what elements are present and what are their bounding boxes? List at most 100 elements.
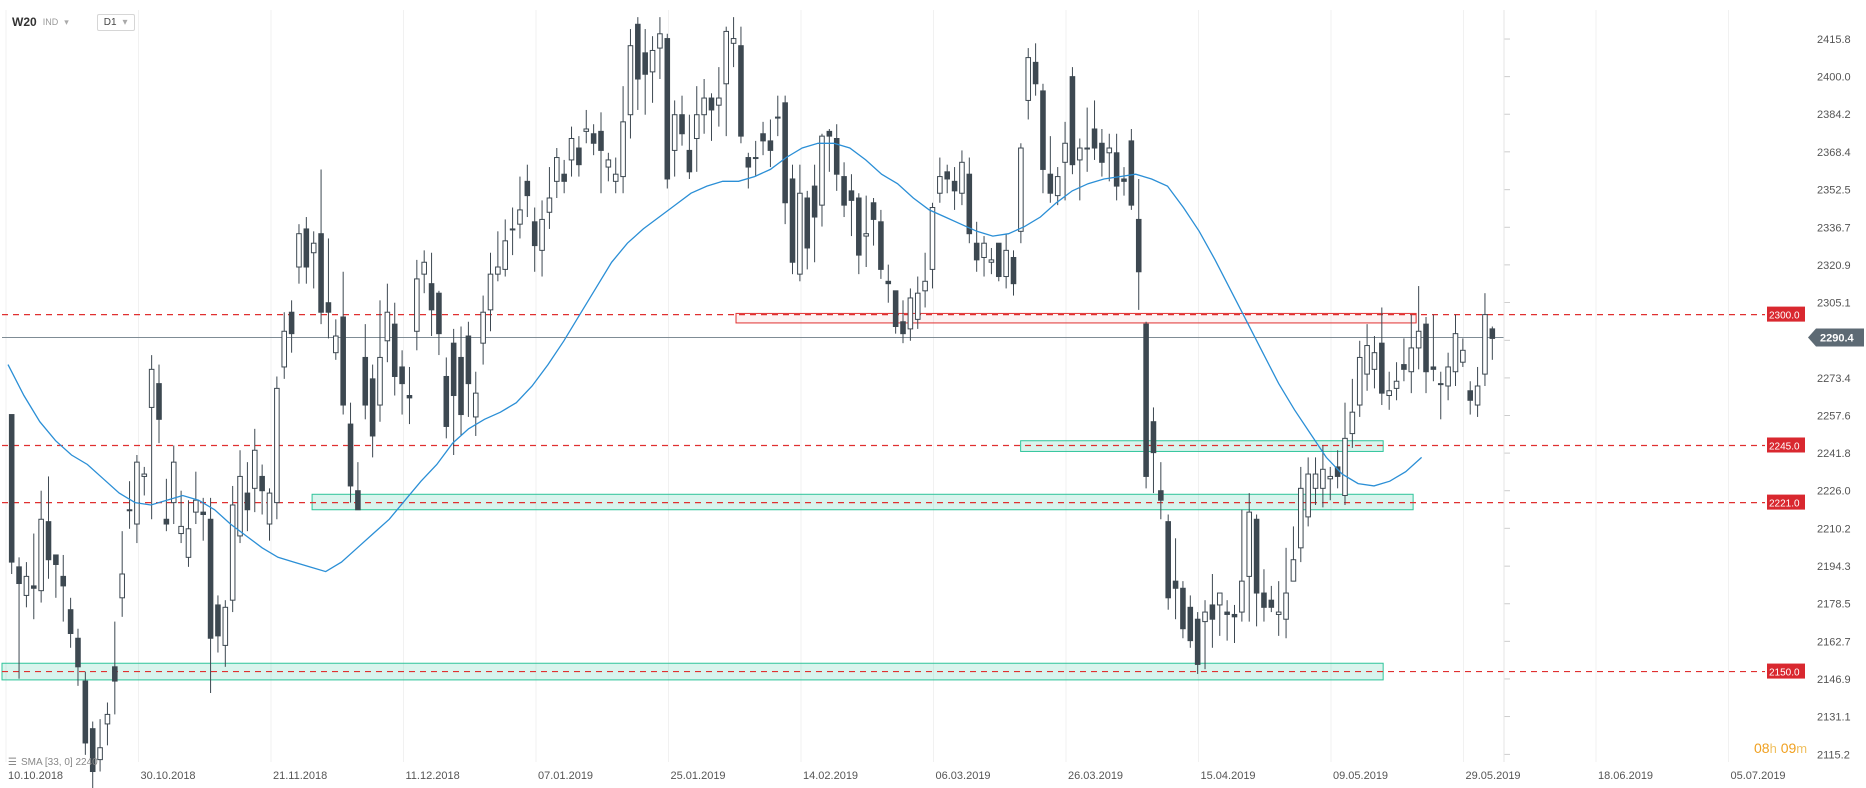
- indicator-menu-icon[interactable]: ☰: [8, 757, 17, 768]
- bear-candle: [8, 414, 15, 563]
- bull-candle: [333, 335, 339, 354]
- bear-candle: [1253, 518, 1260, 594]
- bull-candle: [1482, 314, 1488, 375]
- bull-candle: [1460, 349, 1466, 363]
- bull-candle: [222, 606, 229, 646]
- x-tick-label: 10.10.2018: [8, 770, 63, 782]
- bear-candle: [590, 133, 597, 144]
- bear-candle: [1467, 390, 1474, 401]
- bull-candle: [1003, 249, 1009, 278]
- bull-candle: [119, 573, 125, 599]
- bear-candle: [1121, 178, 1127, 182]
- symbol-label[interactable]: W20: [12, 15, 37, 29]
- level-badge: [1767, 494, 1805, 510]
- bull-candle: [126, 509, 133, 512]
- bull-candle: [723, 30, 730, 85]
- bear-candle: [303, 228, 310, 268]
- bull-candle: [649, 49, 656, 73]
- x-tick-label: 09.05.2019: [1333, 770, 1388, 782]
- bear-candle: [465, 335, 472, 385]
- bull-candle: [863, 233, 869, 237]
- bear-candle: [45, 521, 52, 561]
- bull-candle: [1290, 559, 1297, 582]
- y-tick-label: 2162.7: [1817, 636, 1851, 648]
- bear-candle: [16, 566, 22, 585]
- bull-candle: [1054, 176, 1061, 197]
- bull-candle: [495, 266, 501, 275]
- bull-candle: [1106, 147, 1113, 154]
- current-price-badge: [1808, 328, 1864, 347]
- bear-candle: [708, 97, 715, 111]
- bear-candle: [1040, 90, 1046, 170]
- bear-candle: [288, 311, 295, 335]
- bear-candle: [745, 157, 752, 168]
- y-tick-label: 2400.0: [1817, 72, 1851, 84]
- bull-candle: [554, 157, 560, 182]
- bull-candle: [1349, 411, 1356, 435]
- bear-candle: [30, 585, 37, 589]
- bull-candle: [539, 218, 545, 251]
- y-tick-label: 2146.9: [1817, 674, 1851, 686]
- candle-timer: 08h 09m: [1754, 740, 1807, 756]
- bear-candle: [951, 180, 958, 192]
- bear-candle: [75, 637, 81, 668]
- bear-candle: [856, 197, 862, 256]
- bear-candle: [1180, 587, 1186, 630]
- x-tick-label: 11.12.2018: [406, 770, 460, 782]
- bear-candle: [561, 173, 567, 182]
- chevron-down-icon[interactable]: ▾: [64, 16, 69, 27]
- bear-candle: [973, 242, 980, 261]
- bear-candle: [1165, 521, 1171, 599]
- bull-candle: [1393, 380, 1400, 389]
- bear-candle: [664, 38, 671, 180]
- bull-candle: [480, 311, 486, 344]
- bear-candle: [244, 492, 251, 511]
- bull-candle: [487, 273, 494, 311]
- x-tick-label: 05.07.2019: [1731, 770, 1786, 782]
- x-tick-label: 14.02.2019: [803, 770, 858, 782]
- level-badge: [1767, 437, 1805, 453]
- bear-candle: [67, 609, 74, 634]
- bull-candle: [414, 278, 420, 332]
- bear-candle: [826, 130, 833, 137]
- bear-candle: [679, 114, 685, 135]
- bull-candle: [502, 240, 509, 270]
- bear-candle: [1158, 490, 1164, 501]
- indicator-legend[interactable]: ☰ SMA [33, 0] 2240: [8, 757, 98, 768]
- horizontal-levels: [2, 314, 1765, 673]
- timer-minutes: 09: [1780, 740, 1797, 756]
- bull-candle: [23, 575, 30, 596]
- bull-candle: [819, 135, 825, 206]
- bear-candle: [1268, 599, 1275, 608]
- bull-candle: [671, 114, 678, 151]
- bear-candle: [318, 233, 324, 313]
- bear-candle: [347, 423, 354, 487]
- bull-candle: [1275, 611, 1282, 615]
- x-tick-label: 26.03.2019: [1068, 770, 1123, 782]
- bear-candle: [362, 356, 369, 406]
- bull-candle: [716, 97, 722, 106]
- y-tick-label: 2352.5: [1817, 185, 1851, 197]
- bear-candle: [1099, 142, 1105, 163]
- bear-candle: [1423, 323, 1429, 373]
- bull-candle: [1246, 511, 1253, 577]
- bear-candle: [1224, 611, 1230, 615]
- x-tick-label: 21.11.2018: [273, 770, 327, 782]
- bull-candle: [1084, 147, 1090, 150]
- bear-candle: [53, 554, 59, 565]
- timeframe-select[interactable]: D1 ▾: [96, 13, 135, 31]
- x-tick-label: 29.05.2019: [1466, 770, 1521, 782]
- level-badge-label: 2300.0: [1769, 311, 1800, 322]
- bear-candle: [215, 604, 221, 637]
- y-axis: 2415.8 2400.0 2384.2 2368.4 2352.5 2336.7 2320…: [1503, 10, 1851, 762]
- x-tick-label: 25.01.2019: [671, 770, 726, 782]
- bear-candle: [995, 242, 1002, 278]
- bull-candle: [266, 492, 273, 525]
- bear-candle: [391, 323, 398, 377]
- bull-candle: [421, 261, 427, 275]
- timer-hours: 08: [1754, 740, 1770, 756]
- bull-candle: [907, 297, 914, 330]
- level-badge: [1767, 663, 1805, 679]
- y-tick-label: 2257.6: [1817, 411, 1851, 423]
